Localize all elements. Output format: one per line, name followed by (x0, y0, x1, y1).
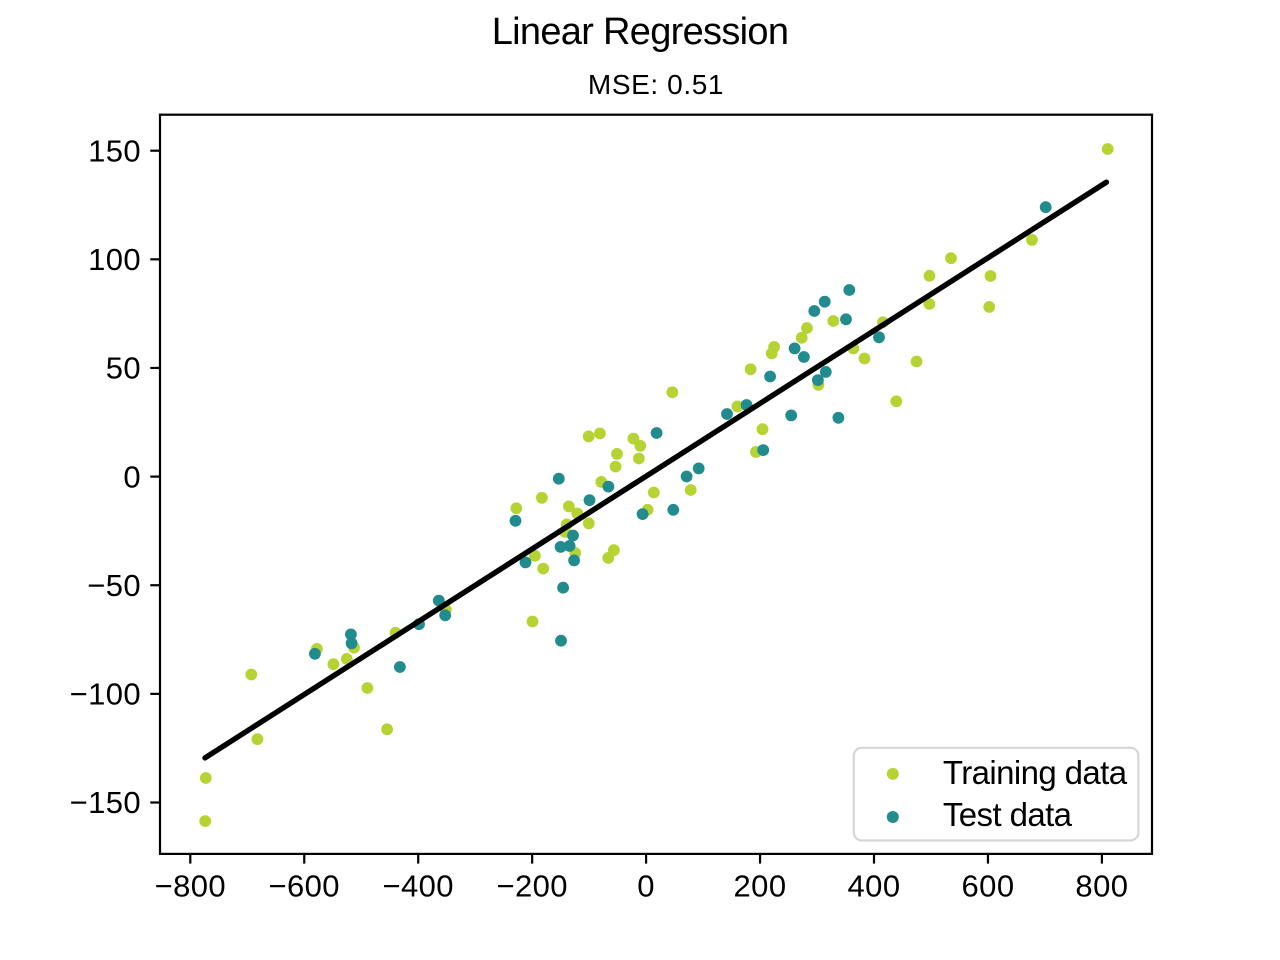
svg-text:−150: −150 (70, 785, 141, 820)
svg-text:−800: −800 (155, 868, 226, 903)
svg-text:Linear Regression: Linear Regression (492, 11, 789, 53)
svg-text:−50: −50 (87, 568, 141, 603)
svg-text:0: 0 (123, 459, 141, 494)
svg-text:0: 0 (637, 868, 655, 903)
svg-text:200: 200 (734, 868, 787, 903)
svg-text:50: 50 (106, 351, 141, 386)
svg-text:100: 100 (88, 242, 141, 277)
svg-text:−200: −200 (496, 868, 567, 903)
svg-text:MSE: 0.51: MSE: 0.51 (588, 69, 724, 100)
svg-text:Training data: Training data (943, 754, 1128, 791)
svg-text:−400: −400 (382, 868, 453, 903)
svg-text:400: 400 (848, 868, 901, 903)
svg-text:−600: −600 (268, 868, 339, 903)
svg-text:150: 150 (88, 133, 141, 168)
svg-text:800: 800 (1075, 868, 1128, 903)
svg-text:600: 600 (962, 868, 1015, 903)
svg-text:−100: −100 (70, 677, 141, 712)
svg-text:Test data: Test data (943, 796, 1073, 833)
